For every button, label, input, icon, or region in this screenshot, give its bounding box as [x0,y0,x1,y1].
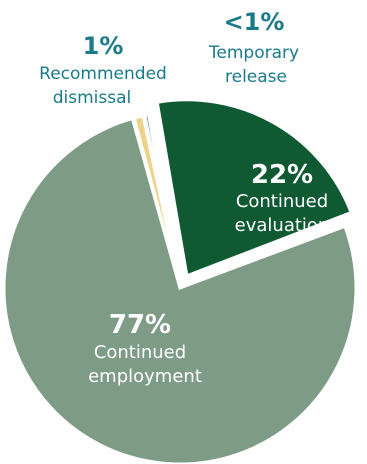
pie-slice-continued-evaluation [155,98,354,278]
slice-label-temporary-release-line2: release [225,67,287,87]
slice-label-continued-employment-line2: employment [88,366,202,387]
pie-slices [2,98,358,464]
slice-label-temporary-release-line1: Temporary [208,43,299,63]
slice-label-continued-evaluation-line1: Continued [236,191,328,212]
slice-pct-continued-evaluation: 22% [251,160,313,190]
slice-label-continued-evaluation-line2: evaluation [235,215,330,236]
pie-slice-temporary-release [143,113,182,289]
pie-labels: 22% Continued evaluation 77% Continued e… [39,8,329,387]
pie-slice-continued-employment [2,116,358,464]
pie-slice-recommended-dismissal [132,114,182,289]
slice-label-recommended-dismissal-line1: Recommended [39,64,167,84]
slice-label-recommended-dismissal-line2: dismissal [53,88,132,108]
slice-pct-continued-employment: 77% [109,310,171,340]
slice-pct-temporary-release: <1% [224,8,285,36]
slice-pct-recommended-dismissal: 1% [83,32,124,60]
slice-label-continued-employment-line1: Continued [94,342,186,363]
